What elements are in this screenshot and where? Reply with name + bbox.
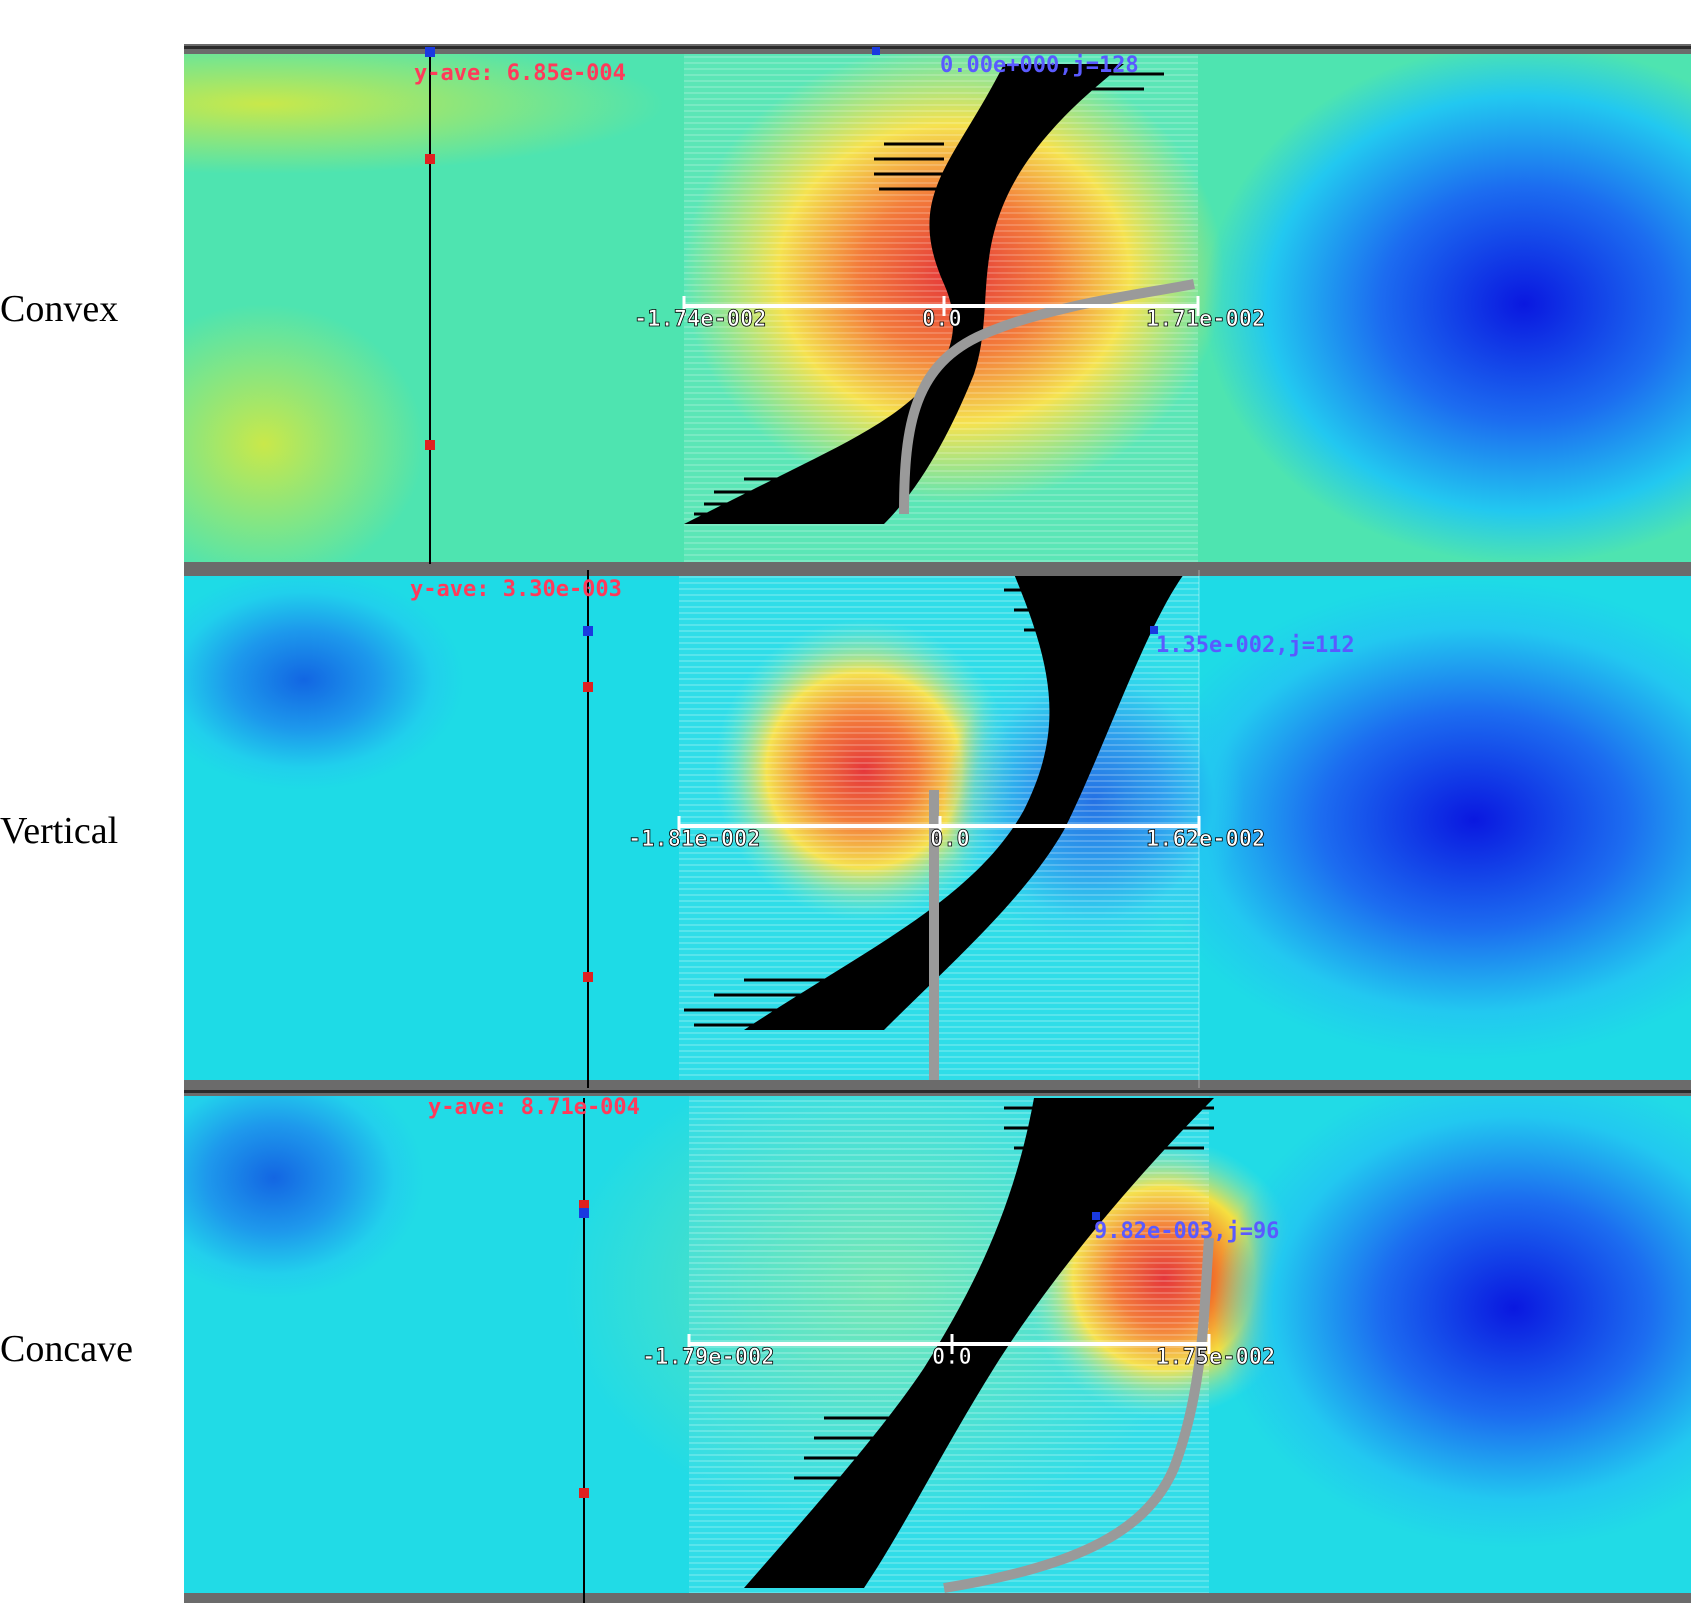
vertical-field-plot: y-ave: 3.30e-003 1.35e-002,j=112 -1.81e-… xyxy=(184,570,1691,1088)
y-ave-label: y-ave: 8.71e-004 xyxy=(428,1095,640,1120)
axis-zero-label: 0.0 xyxy=(930,827,970,852)
row-label-convex: Convex xyxy=(0,288,119,330)
axis-right-label: 1.62e-002 xyxy=(1146,827,1265,852)
row-label-vertical: Vertical xyxy=(0,810,119,852)
probe-label: 9.82e-003,j=96 xyxy=(1094,1219,1279,1244)
axis-right-label: 1.71e-002 xyxy=(1146,307,1265,332)
y-ave-label: y-ave: 6.85e-004 xyxy=(414,61,626,86)
row-label-concave: Concave xyxy=(0,1328,133,1370)
concave-field-plot: y-ave: 8.71e-004 9.82e-003,j=96 -1.79e-0… xyxy=(184,1088,1691,1603)
axis-zero-label: 0.0 xyxy=(932,1345,972,1370)
axis-left-label: -1.79e-002 xyxy=(642,1345,774,1370)
panel-vertical: y-ave: 3.30e-003 1.35e-002,j=112 -1.81e-… xyxy=(184,570,1691,1088)
panel-convex: y-ave: 6.85e-004 0.00e+000,j=128 -1.74e-… xyxy=(184,44,1691,570)
probe-label: 0.00e+000,j=128 xyxy=(940,53,1139,78)
probe-label: 1.35e-002,j=112 xyxy=(1156,633,1355,658)
panel-concave: y-ave: 8.71e-004 9.82e-003,j=96 -1.79e-0… xyxy=(184,1088,1691,1603)
convex-field-plot: y-ave: 6.85e-004 0.00e+000,j=128 -1.74e-… xyxy=(184,44,1691,570)
y-ave-label: y-ave: 3.30e-003 xyxy=(410,577,622,602)
axis-left-label: -1.74e-002 xyxy=(634,307,766,332)
axis-zero-label: 0.0 xyxy=(922,307,962,332)
axis-right-label: 1.75e-002 xyxy=(1156,1345,1275,1370)
axis-left-label: -1.81e-002 xyxy=(628,827,760,852)
